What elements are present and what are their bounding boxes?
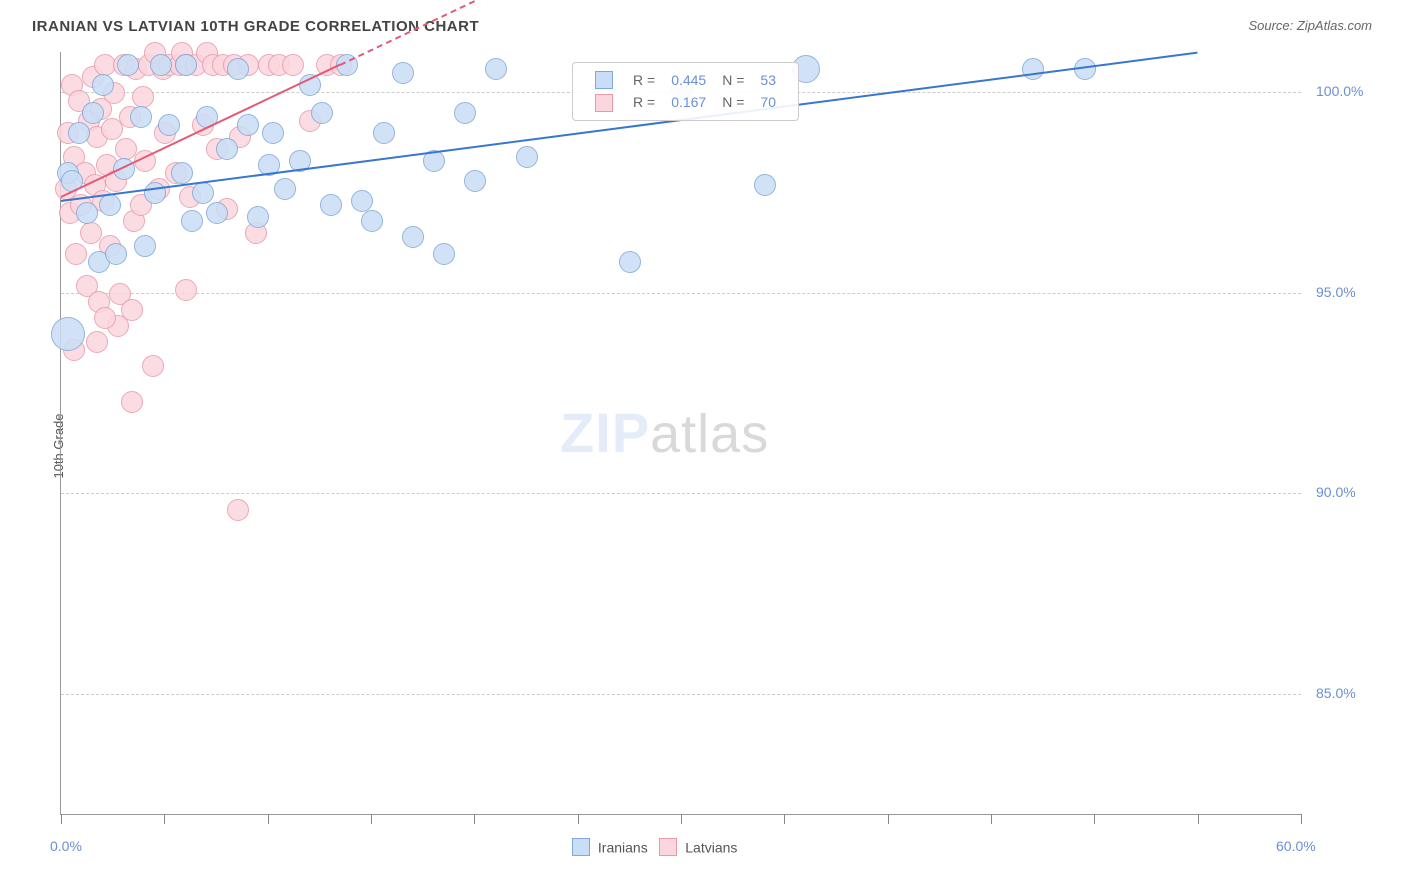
data-point <box>402 226 424 248</box>
data-point <box>373 122 395 144</box>
data-point <box>121 299 143 321</box>
source-label: Source: ZipAtlas.com <box>1248 18 1372 33</box>
data-point <box>86 331 108 353</box>
data-point <box>392 62 414 84</box>
series-legend: Iranians Latvians <box>572 838 737 856</box>
legend-label: Iranians <box>598 839 648 855</box>
data-point <box>68 122 90 144</box>
data-point <box>454 102 476 124</box>
data-point <box>80 222 102 244</box>
data-point <box>192 182 214 204</box>
data-point <box>132 86 154 108</box>
data-point <box>1022 58 1044 80</box>
data-point <box>158 114 180 136</box>
legend-label: Latvians <box>685 839 737 855</box>
data-point <box>464 170 486 192</box>
data-point <box>105 243 127 265</box>
data-point <box>65 243 87 265</box>
data-point <box>130 106 152 128</box>
y-tick-label: 85.0% <box>1316 685 1356 701</box>
data-point <box>142 355 164 377</box>
data-point <box>433 243 455 265</box>
data-point <box>99 194 121 216</box>
data-point <box>274 178 296 200</box>
legend-swatch <box>659 838 677 856</box>
data-point <box>282 54 304 76</box>
data-point <box>351 190 373 212</box>
data-point <box>206 202 228 224</box>
data-point <box>227 58 249 80</box>
y-tick-label: 95.0% <box>1316 284 1356 300</box>
data-point <box>516 146 538 168</box>
watermark: ZIPatlas <box>560 400 769 465</box>
data-point <box>227 499 249 521</box>
data-point <box>262 122 284 144</box>
legend-swatch-1 <box>595 71 613 89</box>
correlation-legend: R =0.445 N =53 R =0.167 N =70 <box>572 62 799 121</box>
data-point <box>175 54 197 76</box>
legend-row-2: R =0.167 N =70 <box>587 91 784 113</box>
data-point <box>485 58 507 80</box>
data-point <box>237 114 259 136</box>
legend-swatch-2 <box>595 94 613 112</box>
chart-title: IRANIAN VS LATVIAN 10TH GRADE CORRELATIO… <box>32 18 479 35</box>
data-point <box>134 235 156 257</box>
data-point <box>320 194 342 216</box>
data-point <box>51 317 85 351</box>
data-point <box>247 206 269 228</box>
y-tick-label: 90.0% <box>1316 484 1356 500</box>
data-point <box>361 210 383 232</box>
legend-row-1: R =0.445 N =53 <box>587 69 784 91</box>
data-point <box>94 307 116 329</box>
data-point <box>619 251 641 273</box>
data-point <box>754 174 776 196</box>
x-tick-label: 60.0% <box>1276 838 1316 854</box>
data-point <box>171 162 193 184</box>
x-tick-label: 0.0% <box>50 838 82 854</box>
data-point <box>82 102 104 124</box>
data-point <box>117 54 139 76</box>
data-point <box>76 202 98 224</box>
data-point <box>181 210 203 232</box>
legend-swatch <box>572 838 590 856</box>
data-point <box>311 102 333 124</box>
data-point <box>175 279 197 301</box>
data-point <box>216 138 238 160</box>
data-point <box>121 391 143 413</box>
y-tick-label: 100.0% <box>1316 83 1363 99</box>
